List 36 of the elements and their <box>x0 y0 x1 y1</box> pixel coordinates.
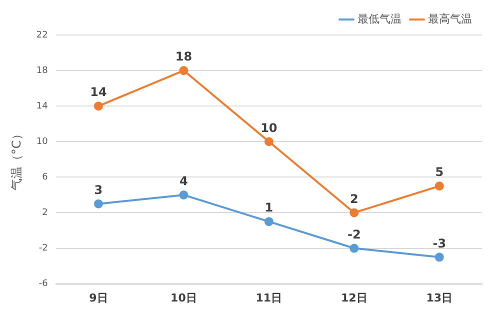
y-tick-label: 6 <box>42 172 48 183</box>
data-label: 4 <box>180 174 188 188</box>
y-tick-label: 18 <box>36 66 48 76</box>
point <box>94 102 103 111</box>
data-label: 14 <box>90 85 107 100</box>
point <box>350 244 359 253</box>
y-tick-label: -6 <box>38 279 48 290</box>
point <box>264 217 274 226</box>
legend-label: 最低气温 <box>358 12 402 26</box>
data-label: -2 <box>347 227 361 242</box>
x-tick-label: 9日 <box>89 291 108 304</box>
data-label: 2 <box>350 192 358 206</box>
y-axis-title: 气温（°C） <box>9 128 24 191</box>
x-tick-label: 10日 <box>170 291 197 304</box>
x-tick-label: 11日 <box>256 291 282 304</box>
legend-label: 最高气温 <box>428 12 472 26</box>
point <box>434 182 444 191</box>
data-label: -3 <box>432 236 446 250</box>
y-tick-label: 22 <box>36 30 48 40</box>
point <box>94 199 103 208</box>
y-tick-label: -2 <box>38 244 48 254</box>
point <box>434 252 444 262</box>
y-tick-label: 2 <box>42 208 48 218</box>
y-tick-label: 10 <box>36 136 48 147</box>
point <box>264 137 274 146</box>
data-label: 1 <box>264 200 274 215</box>
data-label: 3 <box>94 182 103 197</box>
y-tick-label: 14 <box>36 101 48 112</box>
point <box>179 66 188 76</box>
point <box>179 190 188 200</box>
data-label: 18 <box>175 50 192 64</box>
data-label: 5 <box>435 165 444 180</box>
x-tick-label: 13日 <box>426 291 453 304</box>
point <box>350 208 359 218</box>
data-label: 10 <box>260 120 278 135</box>
x-tick-label: 12日 <box>341 291 368 304</box>
